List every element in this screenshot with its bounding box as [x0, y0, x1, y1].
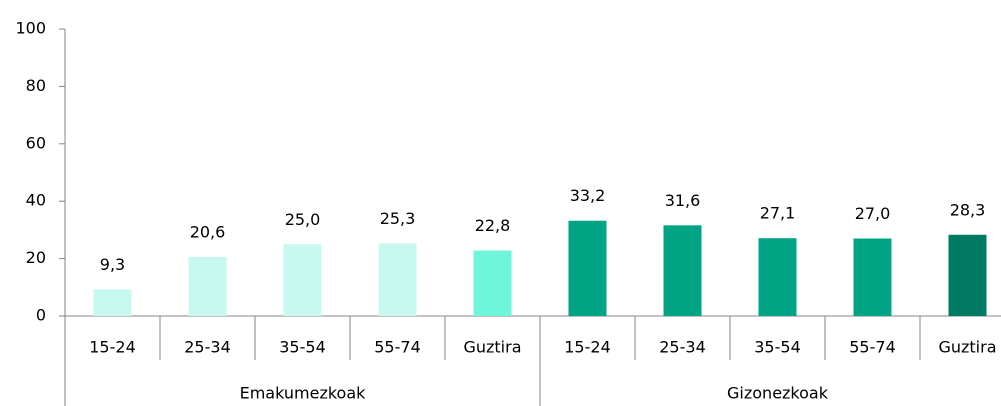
- x-tick-label: Guztira: [463, 338, 521, 357]
- value-label: 20,6: [190, 222, 226, 241]
- y-tick-label: 100: [15, 19, 46, 38]
- x-tick-label: 55-74: [374, 338, 421, 357]
- y-tick-label: 40: [26, 191, 46, 210]
- y-tick-label: 60: [26, 133, 46, 152]
- bar: [93, 289, 132, 316]
- group-label: Emakumezkoak: [240, 384, 367, 403]
- bar: [283, 244, 322, 316]
- x-tick-label: Guztira: [938, 338, 996, 357]
- bar: [473, 250, 512, 316]
- value-label: 33,2: [570, 186, 606, 205]
- y-tick-label: 80: [26, 76, 46, 95]
- bar: [853, 238, 892, 316]
- x-tick-label: 15-24: [564, 338, 611, 357]
- bar: [378, 243, 417, 316]
- bar: [188, 256, 227, 316]
- value-label: 25,3: [380, 209, 416, 228]
- bar: [758, 238, 797, 316]
- x-tick-label: 15-24: [89, 338, 136, 357]
- value-label: 22,8: [475, 216, 511, 235]
- bar: [568, 220, 607, 316]
- value-label: 25,0: [285, 210, 321, 229]
- x-tick-label: 25-34: [659, 338, 706, 357]
- bar: [948, 234, 987, 316]
- y-tick-label: 0: [36, 306, 46, 325]
- group-label: Gizonezkoak: [727, 384, 829, 403]
- value-label: 9,3: [100, 255, 125, 274]
- value-label: 31,6: [665, 191, 701, 210]
- value-label: 27,0: [855, 204, 891, 223]
- x-tick-label: 35-54: [754, 338, 801, 357]
- bar: [663, 225, 702, 316]
- x-tick-label: 35-54: [279, 338, 326, 357]
- y-tick-label: 20: [26, 248, 46, 267]
- value-label: 28,3: [950, 200, 986, 219]
- x-tick-label: 55-74: [849, 338, 896, 357]
- x-tick-label: 25-34: [184, 338, 231, 357]
- value-label: 27,1: [760, 204, 796, 223]
